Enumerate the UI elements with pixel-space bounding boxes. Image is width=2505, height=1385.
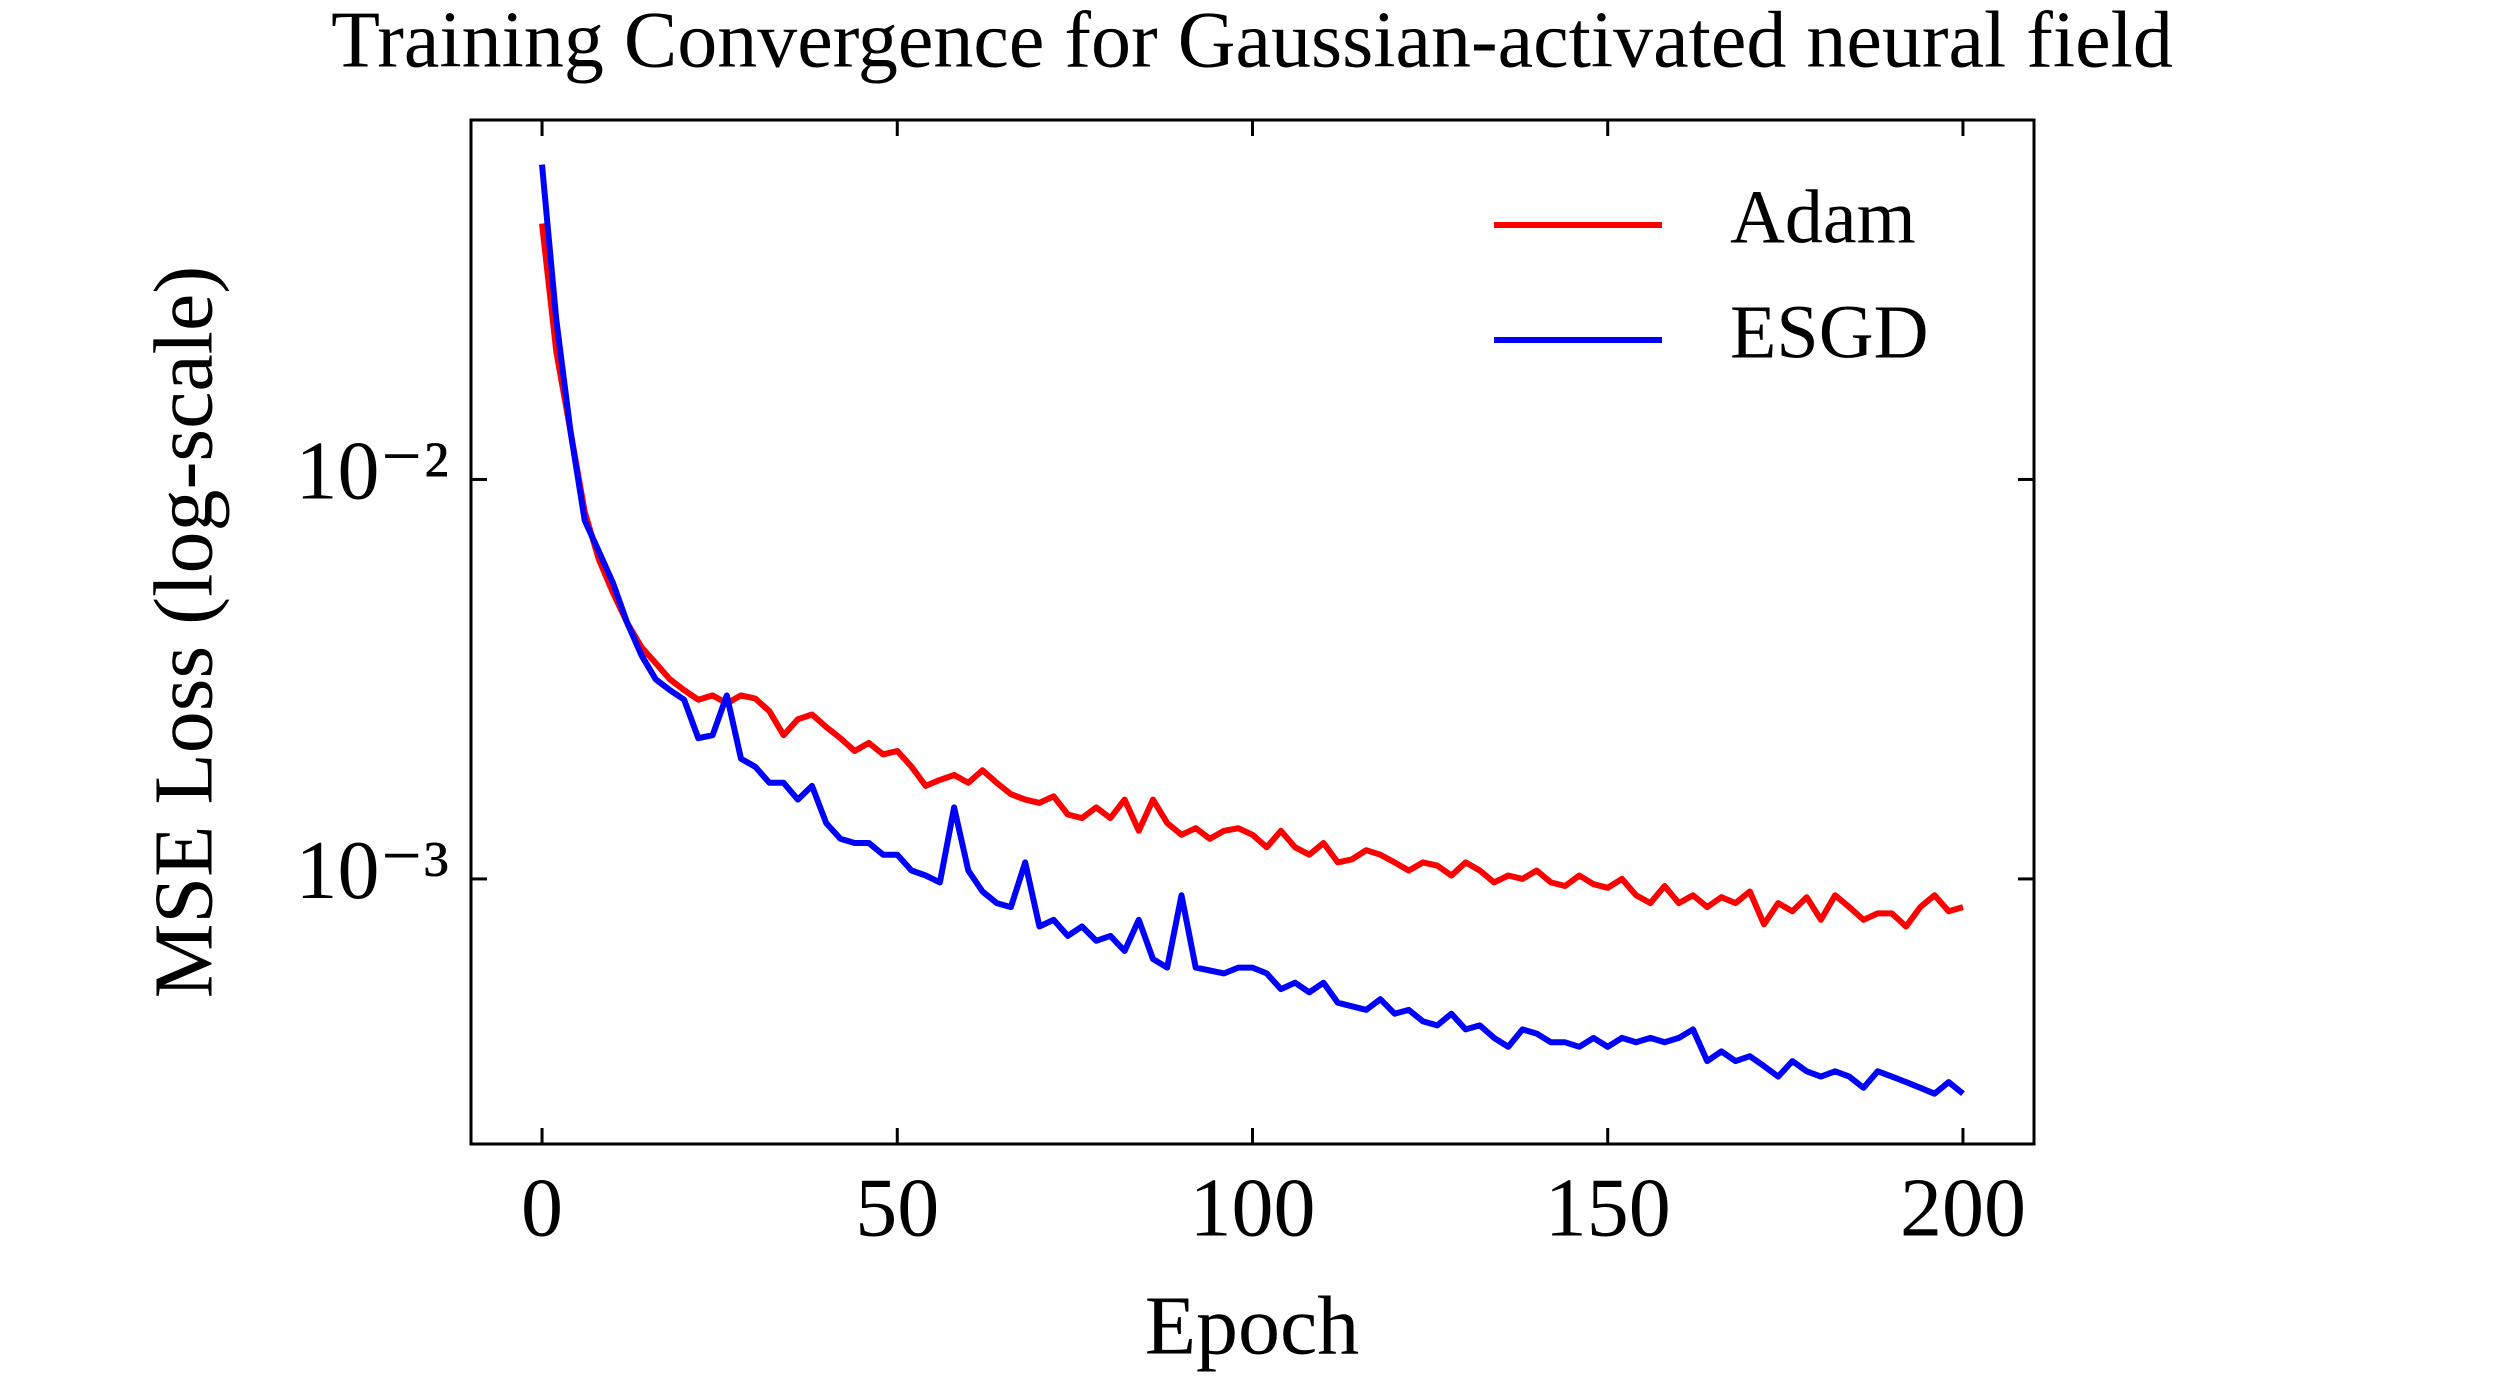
x-tick-label: 150 — [1545, 1161, 1671, 1254]
y-tick-label: 10⁻² — [295, 425, 449, 518]
x-tick-label: 50 — [855, 1161, 939, 1254]
series-line — [539, 223, 1964, 930]
y-tick-label: 10⁻³ — [295, 824, 449, 917]
y-axis-label: MSE Loss (log-scale) — [137, 266, 230, 999]
x-tick-label: 200 — [1900, 1161, 2026, 1254]
series-line — [539, 164, 1965, 1097]
legend-label: ESGD — [1730, 290, 1928, 374]
legend-label: Adam — [1730, 175, 1916, 259]
chart-title: Training Convergence for Gaussian-activa… — [331, 0, 2173, 84]
x-axis-label: Epoch — [1145, 1279, 1360, 1372]
plot-frame — [469, 118, 2036, 1146]
x-tick-label: 100 — [1190, 1161, 1316, 1254]
x-tick-label: 0 — [521, 1161, 563, 1254]
